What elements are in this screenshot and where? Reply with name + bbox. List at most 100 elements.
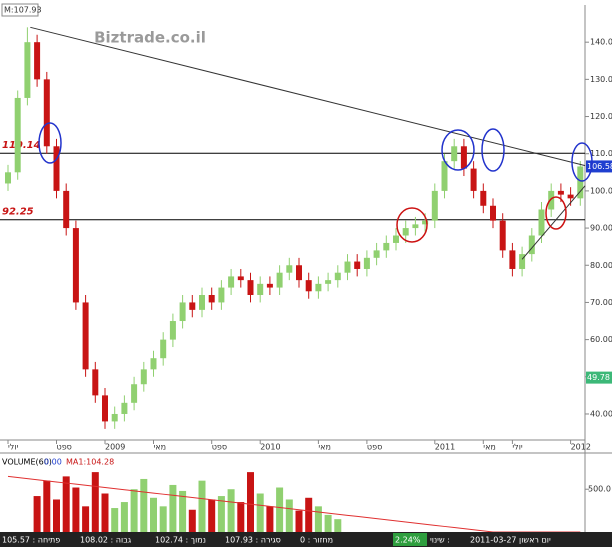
y-tick-label: 80.00 bbox=[590, 261, 612, 270]
candle-body bbox=[276, 272, 283, 288]
candle-body bbox=[470, 168, 477, 191]
candle-body bbox=[179, 302, 186, 322]
volume-bar bbox=[140, 478, 148, 532]
x-tick-label: ספט bbox=[367, 443, 382, 452]
volume-bar bbox=[266, 506, 274, 532]
y-tick-label: 60.00 bbox=[590, 335, 612, 344]
volume-bar bbox=[111, 508, 119, 532]
candle-body bbox=[82, 302, 89, 370]
candle-body bbox=[63, 190, 70, 229]
volume-bar bbox=[276, 487, 284, 532]
candle-body bbox=[509, 250, 516, 269]
trendline bbox=[521, 185, 586, 260]
candle-body bbox=[393, 235, 399, 243]
candle-body bbox=[160, 339, 167, 359]
volume-title: VOLUME(60) bbox=[2, 458, 52, 467]
volume-bar bbox=[179, 490, 187, 532]
status-item: 102.74 : נמוך bbox=[155, 536, 206, 545]
volume-bar bbox=[159, 506, 167, 532]
candle-body bbox=[131, 384, 138, 403]
candle-body bbox=[460, 146, 467, 169]
y-tick-label: 90.00 bbox=[590, 224, 612, 233]
circle-annotation bbox=[38, 122, 62, 164]
y-tick-label: 120.00 bbox=[590, 112, 612, 121]
volume-bar bbox=[82, 506, 90, 532]
candle-body bbox=[257, 283, 264, 295]
status-highlight bbox=[393, 533, 427, 546]
volume-bar bbox=[72, 487, 80, 532]
status-item: 2.24% bbox=[395, 536, 421, 545]
volume-bar bbox=[62, 476, 70, 532]
candle-body bbox=[528, 235, 535, 255]
candle-body bbox=[102, 395, 108, 422]
candle-body bbox=[208, 295, 215, 303]
price-tag-label: 106.58 bbox=[587, 162, 612, 171]
last-label: M:107.93 bbox=[4, 6, 42, 15]
candle-body bbox=[169, 321, 176, 340]
candle-body bbox=[422, 220, 429, 225]
x-tick-label: יולי bbox=[512, 443, 523, 452]
volume-ma-line bbox=[7, 475, 581, 533]
status-item: 0 : מחזור bbox=[300, 536, 333, 545]
price-tag-label: 49.78 bbox=[587, 373, 610, 382]
candle-body bbox=[363, 257, 370, 269]
candle-body bbox=[228, 276, 235, 288]
level-label: 110.14 bbox=[2, 140, 41, 151]
candle-body bbox=[499, 220, 506, 251]
y-tick-label: 40.00 bbox=[590, 409, 612, 418]
candle-body bbox=[451, 146, 458, 162]
volume-bar bbox=[208, 499, 216, 532]
candle-body bbox=[480, 190, 487, 206]
candle-body bbox=[140, 369, 147, 385]
volume-bar bbox=[324, 514, 332, 532]
y-tick-label: 110.00 bbox=[590, 149, 612, 158]
x-tick-label: 2012 bbox=[571, 443, 591, 452]
circle-annotation bbox=[441, 129, 475, 171]
status-item: 105.57 : פתיחה bbox=[2, 536, 60, 545]
volume-bar bbox=[43, 480, 51, 532]
volume-bar bbox=[295, 510, 303, 532]
x-tick-label: 2010 bbox=[260, 443, 280, 452]
x-tick-label: ספט bbox=[57, 443, 72, 452]
y-tick-label: 70.00 bbox=[590, 298, 612, 307]
volume-bar bbox=[120, 502, 128, 532]
volume-bar bbox=[188, 509, 196, 532]
candle-body bbox=[24, 42, 31, 98]
candle-body bbox=[325, 280, 332, 284]
candle-body bbox=[296, 265, 302, 281]
x-tick-label: מאי bbox=[483, 443, 496, 452]
circle-annotation bbox=[396, 207, 428, 243]
candle-body bbox=[383, 242, 390, 251]
candle-body bbox=[538, 209, 545, 236]
volume-bar bbox=[33, 496, 41, 532]
volume-bar bbox=[53, 499, 60, 532]
candle-body bbox=[5, 172, 11, 184]
volume-bar bbox=[227, 489, 235, 532]
candle-body bbox=[519, 254, 526, 269]
candle-body bbox=[490, 205, 496, 221]
annotations bbox=[38, 122, 593, 243]
status-item: 107.93 : סגירה bbox=[225, 536, 281, 545]
circle-annotation bbox=[571, 142, 593, 182]
level-label: 92.25 bbox=[2, 207, 34, 218]
candle-body bbox=[43, 79, 50, 147]
candle-body bbox=[247, 280, 254, 295]
candle-body bbox=[402, 228, 409, 236]
volume-bar bbox=[91, 472, 99, 532]
candle-body bbox=[199, 295, 205, 310]
volume-bar bbox=[150, 497, 157, 532]
circle-annotation bbox=[545, 196, 567, 230]
volume-bar bbox=[237, 502, 245, 532]
volume-bar bbox=[217, 496, 225, 532]
trendline bbox=[30, 26, 586, 167]
candle-body bbox=[315, 283, 322, 292]
last-box bbox=[1, 3, 39, 17]
volume-tick-label: 500.0 bbox=[588, 485, 611, 494]
volume-bar bbox=[256, 493, 264, 532]
candle-body bbox=[121, 402, 128, 414]
volume-bar bbox=[305, 497, 313, 532]
status-bar bbox=[0, 532, 612, 547]
